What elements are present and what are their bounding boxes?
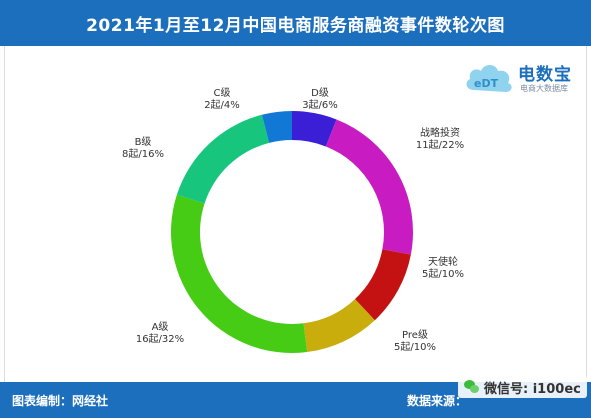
donut-chart: D级3起/6%战略投资11起/22%天使轮5起/10%Pre级5起/10%A级1… [122, 87, 464, 353]
slice-label-4: A级 [152, 321, 169, 333]
slice-1 [325, 119, 413, 255]
slice-label-1: 战略投资 [420, 126, 460, 139]
slice-value-label-5: 8起/16% [122, 148, 164, 160]
logo-brand-text: 电数宝 [518, 65, 572, 85]
cloud-logo-icon: eDT [466, 65, 512, 92]
slice-5 [176, 114, 270, 204]
slice-6 [261, 111, 292, 143]
chart-title: 2021年1月至12月中国电商服务商融资事件数轮次图 [0, 0, 591, 46]
chart-frame [4, 46, 587, 382]
slice-value-label-6: 2起/4% [204, 99, 240, 111]
slice-label-2: 天使轮 [428, 255, 458, 268]
slice-value-label-2: 5起/10% [422, 268, 464, 280]
footer-compiled-by: 图表编制：网经社 [12, 394, 109, 408]
slice-0 [292, 111, 337, 147]
footer-source: 数据来源： [407, 394, 468, 408]
svg-text:eDT: eDT [474, 77, 499, 90]
slice-label-3: Pre级 [402, 329, 428, 341]
slice-value-label-3: 5起/10% [394, 341, 436, 353]
slice-label-0: D级 [311, 87, 329, 99]
wechat-id: 微信号: i100ec [484, 381, 581, 397]
slice-label-6: C级 [214, 87, 231, 99]
brand-logo: eDT 电数宝 电商大数据库 [462, 54, 580, 102]
slice-label-5: B级 [135, 136, 152, 148]
logo-tagline: 电商大数据库 [520, 84, 568, 93]
slice-value-label-4: 16起/32% [136, 333, 184, 345]
slice-value-label-1: 11起/22% [416, 139, 464, 151]
wechat-icon [464, 380, 480, 394]
slice-value-label-0: 3起/6% [302, 99, 338, 111]
wechat-watermark: 微信号: i100ec [458, 376, 587, 398]
slice-2 [354, 249, 411, 321]
slice-4 [171, 194, 308, 353]
slice-3 [303, 299, 375, 353]
